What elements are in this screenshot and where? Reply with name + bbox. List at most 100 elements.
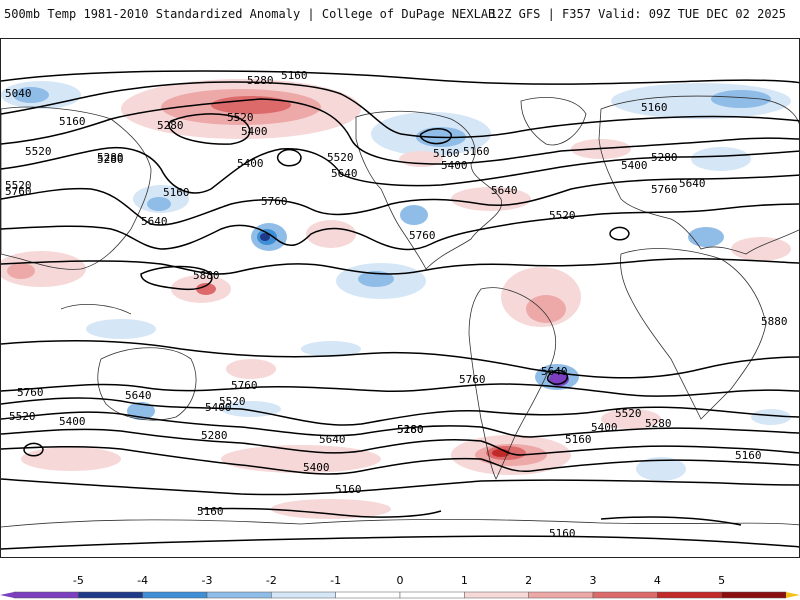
colorbar-tick-label: -5 [73,574,84,587]
contour-label: 5400 [621,159,648,172]
pos-anomaly-region [306,220,356,248]
contour-label: 5160 [397,423,424,436]
contour-label: 5640 [141,215,168,228]
contour-label: 5400 [237,157,264,170]
contour-line [1,383,799,397]
contour-label: 5520 [9,410,36,423]
colorbar-tick-labels: -5 -4 -3 -2 -1 0 1 2 3 4 5 [73,574,725,587]
contour-line [1,174,799,226]
contour-label: 5640 [319,433,346,446]
colorbar-tick-label: 4 [654,574,661,587]
neg-anomaly-region [358,271,394,287]
contour-label: 5160 [59,115,86,128]
neg-anomaly-region [688,227,724,247]
neg-anomaly-region [400,205,428,225]
pos-anomaly-region [271,499,391,519]
neg-anomaly-region [301,341,361,357]
colorbar-tick-label: 1 [461,574,468,587]
contour-label: 5160 [463,145,490,158]
colorbar-swatches [0,591,800,599]
colorbar-tick-label: -2 [266,574,277,587]
neg-anomaly-region [13,87,49,103]
contour-label: 5160 [565,433,592,446]
contour-line [600,516,742,526]
height-contours [1,70,799,550]
anomaly-shading [1,79,791,519]
contour-label: 5160 [163,186,190,199]
pos-anomaly-region [526,295,566,323]
map-canvas: 5040 5160 5280 5520 5400 5160 5280 5160 … [1,69,799,550]
contour-label: 5400 [205,401,232,414]
contour-line [1,428,799,456]
contour-label: 5280 [645,417,672,430]
colorbar-tick-label: 5 [718,574,725,587]
contour-label: 5760 [651,183,678,196]
colorbar-tick-label: 2 [525,574,532,587]
contour-label: 5280 [247,74,274,87]
contour-line [200,507,442,518]
north-america-coast [355,110,502,270]
contour-line [1,203,799,251]
contour-line [1,147,799,194]
chart-title: 500mb Temp 1981-2010 Standardized Anomal… [4,7,496,21]
contour-line [1,81,799,139]
indonesia-coast [60,304,132,315]
contour-line [1,397,799,426]
contour-label: 5760 [459,373,486,386]
contour-label: 5880 [761,315,788,328]
colorbar-swatch [464,591,529,599]
contour-label: 5760 [17,386,44,399]
contour-label: 5520 [219,395,246,408]
colorbar-swatch [592,591,658,599]
contour-label: 5160 [735,449,762,462]
colorbar-min-arrow [0,592,14,598]
pos-anomaly-region [226,359,276,379]
contour-label: 5400 [241,125,268,138]
colorbar-swatch [206,591,272,599]
contour-label: 5280 [97,151,124,164]
pos-anomaly-region [196,283,216,295]
colorbar-tick-label: -4 [137,574,148,587]
contour-line [140,265,213,291]
colorbar-tick-label: -3 [202,574,213,587]
contour-label: 5280 [157,119,184,132]
pos-anomaly-region [7,263,35,279]
contour-line [1,98,799,165]
contour-line [546,369,569,385]
neg-anomaly-region [691,147,751,171]
neg-anomaly-region [260,233,270,241]
colorbar-swatch [335,591,401,599]
colorbar: -5 -4 -3 -2 -1 0 1 2 3 4 5 [0,574,800,599]
neg-anomaly-region [751,409,791,425]
contour-label: 5280 [651,151,678,164]
africa-coast [620,248,767,420]
contour-label: 5160 [335,483,362,496]
contour-label: 5160 [281,69,308,82]
contour-label: 5520 [615,407,642,420]
pos-anomaly-region [731,237,791,261]
coastlines [1,95,799,528]
contour-label: 5520 [25,145,52,158]
neg-anomaly-region [636,457,686,481]
contour-label: 5760 [5,185,32,198]
colorbar-swatch [142,591,208,599]
south-america-coast [468,287,556,480]
pos-anomaly-region [221,445,381,473]
contour-label: 5640 [491,184,518,197]
contour-label: 5280 [97,153,124,166]
contour-label: 5280 [201,429,228,442]
contour-label: 5160 [197,505,224,518]
contour-label: 5640 [331,167,358,180]
contour-line [1,411,799,438]
colorbar-swatch [528,591,594,599]
contour-label: 5400 [591,421,618,434]
colorbar-swatch [78,591,143,599]
contour-label: 5520 [549,209,576,222]
contour-line [1,70,799,85]
colorbar-swatch [721,591,787,599]
contour-label: 5760 [261,195,288,208]
colorbar-tick-label: 3 [590,574,597,587]
contour-line [1,478,799,496]
contour-label: 5640 [541,365,568,378]
contour-label: 5520 [5,179,32,192]
